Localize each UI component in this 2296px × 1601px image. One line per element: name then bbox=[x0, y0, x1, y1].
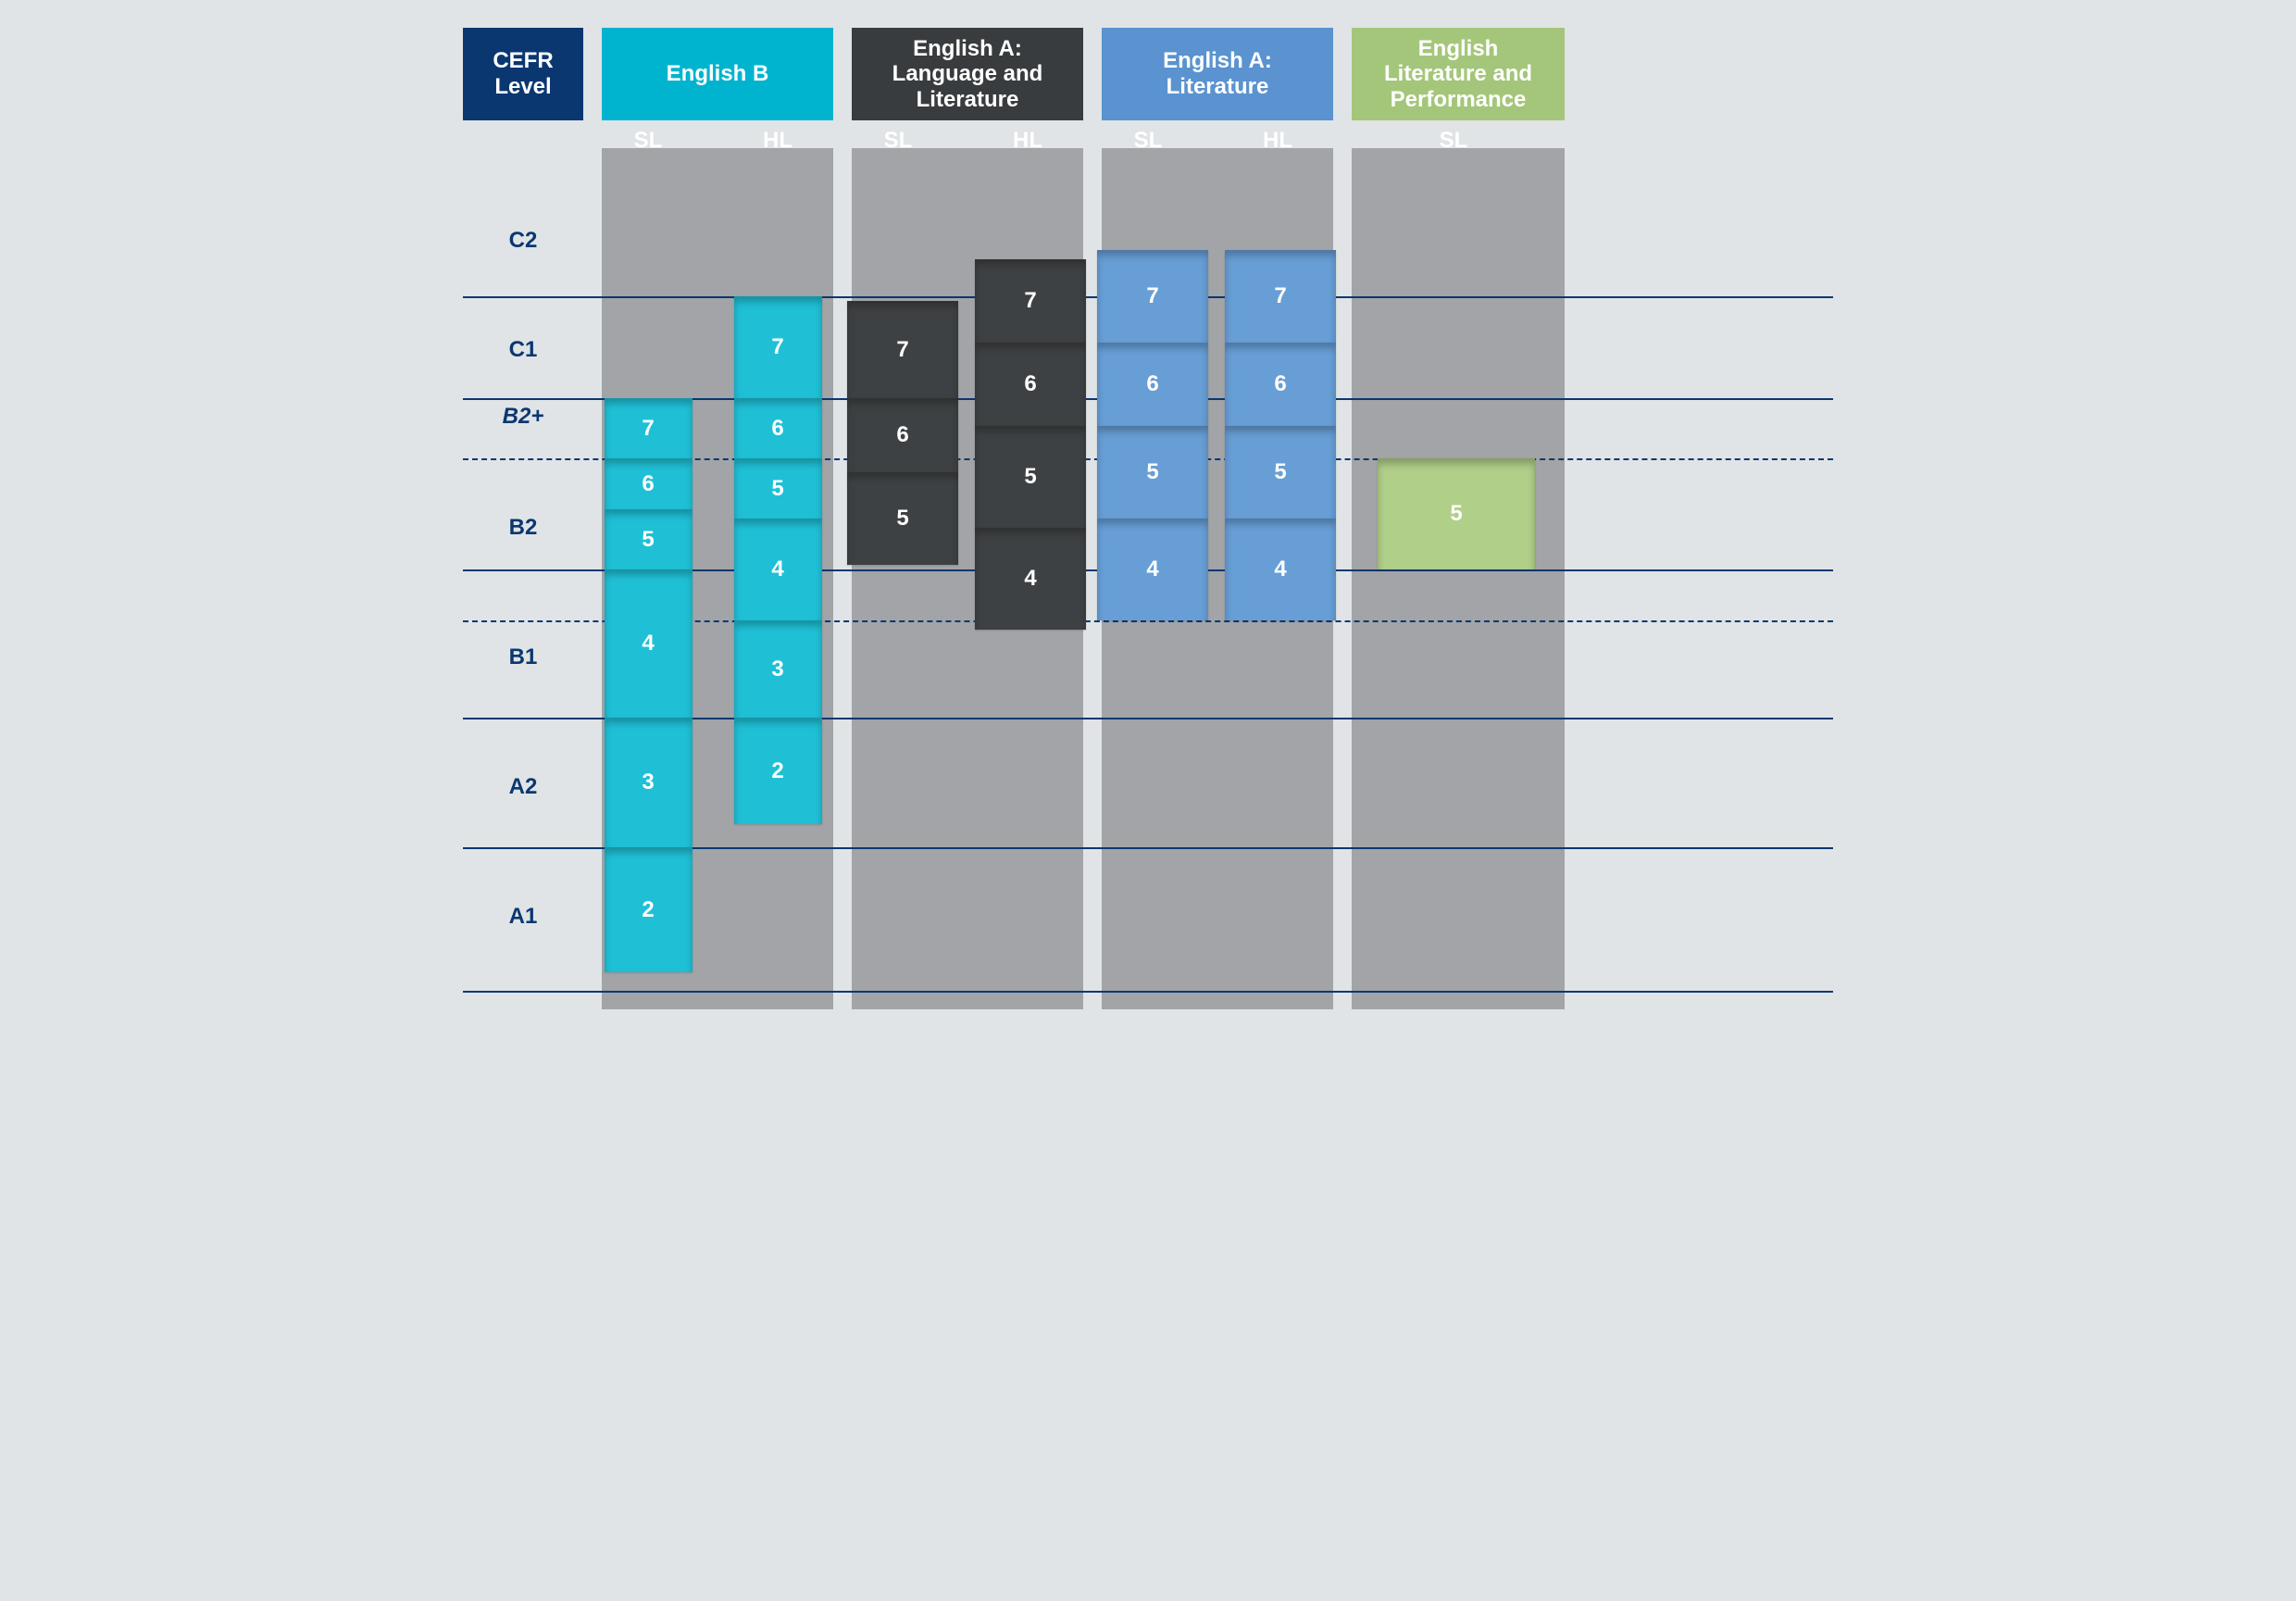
grade-engb_hl-3: 3 bbox=[734, 620, 822, 718]
cefr-alignment-chart: CEFRLevelEnglish B SL HL English A:Language… bbox=[463, 28, 1833, 1009]
header-cefr: CEFRLevel bbox=[463, 28, 583, 120]
grade-elp_sl-5: 5 bbox=[1378, 458, 1535, 569]
sublabel-engb-sl: SL bbox=[620, 128, 676, 154]
cefr-level-B2+: B2+ bbox=[463, 404, 583, 430]
grade-engb_sl-7: 7 bbox=[605, 398, 693, 458]
cefr-level-C2: C2 bbox=[463, 228, 583, 254]
cefr-level-B2: B2 bbox=[463, 515, 583, 541]
grade-engal_sl-7: 7 bbox=[1097, 250, 1208, 343]
grade-engall_sl-5: 5 bbox=[847, 472, 958, 565]
grade-engall_sl-7: 7 bbox=[847, 301, 958, 398]
sublabel-enga_l-sl: SL bbox=[1120, 128, 1176, 154]
grade-engal_sl-5: 5 bbox=[1097, 426, 1208, 519]
cefr-level-C1: C1 bbox=[463, 337, 583, 363]
grade-engb_sl-4: 4 bbox=[605, 569, 693, 718]
header-enga_ll: English A:Language andLiterature bbox=[852, 28, 1083, 120]
grade-engb_hl-2: 2 bbox=[734, 718, 822, 824]
sublabel-enga_l-hl: HL bbox=[1250, 128, 1305, 154]
grade-engal_hl-7: 7 bbox=[1225, 250, 1336, 343]
grade-engall_hl-7: 7 bbox=[975, 259, 1086, 343]
cefr-level-A2: A2 bbox=[463, 774, 583, 800]
grade-engb_hl-5: 5 bbox=[734, 458, 822, 519]
grade-engal_hl-5: 5 bbox=[1225, 426, 1336, 519]
sublabel-enga_ll-hl: HL bbox=[1000, 128, 1055, 154]
grade-engb_sl-6: 6 bbox=[605, 458, 693, 509]
grade-engb_hl-6: 6 bbox=[734, 398, 822, 458]
cefr-level-A1: A1 bbox=[463, 904, 583, 930]
sublabel-elp-sl: SL bbox=[1426, 128, 1481, 154]
header-enga_l: English A:Literature bbox=[1102, 28, 1333, 120]
gridline bbox=[463, 991, 1833, 993]
grade-engall_sl-6: 6 bbox=[847, 398, 958, 472]
grade-engal_hl-6: 6 bbox=[1225, 343, 1336, 426]
sublabel-engb-hl: HL bbox=[750, 128, 805, 154]
grade-engb_sl-2: 2 bbox=[605, 847, 693, 972]
grade-engall_hl-6: 6 bbox=[975, 343, 1086, 426]
grade-engb_sl-3: 3 bbox=[605, 718, 693, 847]
grade-engb_hl-4: 4 bbox=[734, 519, 822, 620]
header-engb: English B bbox=[602, 28, 833, 120]
grade-engall_hl-5: 5 bbox=[975, 426, 1086, 528]
cefr-level-B1: B1 bbox=[463, 644, 583, 670]
grade-engal_sl-6: 6 bbox=[1097, 343, 1208, 426]
sublabel-enga_ll-sl: SL bbox=[870, 128, 926, 154]
grade-engb_sl-5: 5 bbox=[605, 509, 693, 569]
grade-engb_hl-7: 7 bbox=[734, 296, 822, 398]
grade-engal_sl-4: 4 bbox=[1097, 519, 1208, 620]
column-background bbox=[1352, 148, 1565, 1009]
grade-engall_hl-4: 4 bbox=[975, 528, 1086, 630]
grade-engal_hl-4: 4 bbox=[1225, 519, 1336, 620]
header-elp: EnglishLiterature andPerformance bbox=[1352, 28, 1565, 120]
